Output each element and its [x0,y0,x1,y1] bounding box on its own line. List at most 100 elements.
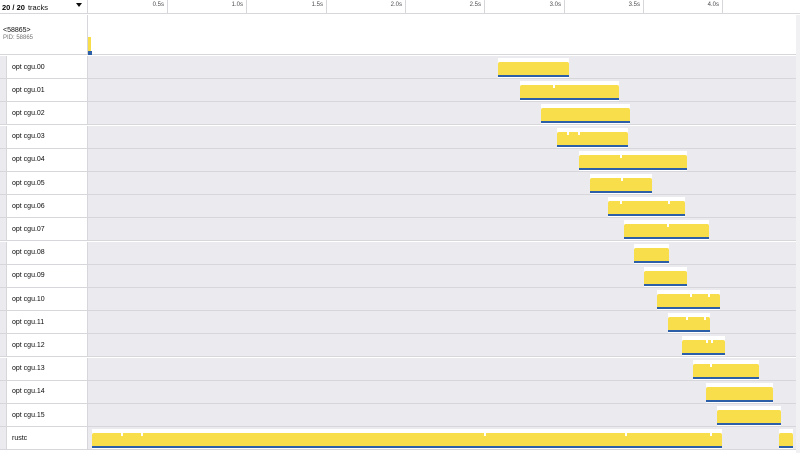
thread-track[interactable]: opt cgu.00 [0,56,800,79]
activity-baseline [498,75,569,77]
cpu-activity[interactable] [717,410,781,423]
track-count-button[interactable]: 20 / 20 tracks [0,0,88,14]
thread-track-label[interactable]: opt cgu.11 [6,311,88,334]
thread-track-label[interactable]: opt cgu.03 [6,125,88,148]
activity-gap [704,317,706,321]
thread-track[interactable]: opt cgu.12 [0,334,800,358]
cpu-activity[interactable] [579,154,687,168]
process-name: <58865> [3,27,31,34]
activity-gap [708,294,710,297]
thread-activity-graph[interactable] [88,404,800,426]
thread-track[interactable]: opt cgu.14 [0,380,800,404]
thread-track-label[interactable]: opt cgu.07 [6,218,88,241]
cpu-activity[interactable] [92,433,722,447]
thread-activity-graph[interactable] [88,381,800,403]
thread-activity-graph[interactable] [88,265,800,287]
activity-gap [690,294,692,297]
thread-activity-graph[interactable] [88,172,800,194]
thread-track[interactable]: opt cgu.05 [0,172,800,195]
thread-activity-graph[interactable] [88,358,800,380]
activity-gap [620,154,622,158]
thread-track-label[interactable]: opt cgu.05 [6,172,88,194]
activity-gap [484,433,486,437]
thread-track-label[interactable]: opt cgu.10 [6,288,88,310]
vertical-scrollbar[interactable] [796,15,800,453]
timeline-tick [167,0,168,14]
activity-gap [567,131,569,135]
cpu-activity[interactable] [624,224,709,238]
cpu-activity[interactable] [668,317,710,331]
timeline-tick-label: 0.5s [152,2,164,8]
activity-baseline [92,446,722,449]
thread-track-label[interactable]: opt cgu.02 [6,102,88,125]
thread-activity-graph[interactable] [88,311,800,334]
cpu-activity[interactable] [682,340,725,354]
thread-track-label[interactable]: opt cgu.13 [6,357,88,380]
thread-track[interactable]: opt cgu.03 [0,125,800,149]
process-activity-graph[interactable] [88,15,800,55]
thread-track[interactable]: opt cgu.09 [0,264,800,288]
thread-track-label[interactable]: opt cgu.04 [6,148,88,171]
timeline-tick-label: 1.0s [231,2,243,8]
thread-activity-graph[interactable] [88,218,800,241]
cpu-activity[interactable] [779,433,793,447]
activity-gap [553,85,555,89]
thread-activity-graph[interactable] [88,149,800,171]
thread-activity-graph[interactable] [88,288,800,310]
thread-track[interactable]: opt cgu.10 [0,288,800,311]
activity-gap [578,131,580,135]
cpu-activity[interactable] [498,62,569,75]
cpu-activity[interactable] [590,178,652,191]
thread-activity-graph[interactable] [88,126,800,148]
thread-track-label[interactable]: opt cgu.12 [6,334,88,357]
thread-track[interactable]: rustc [0,427,800,451]
thread-track[interactable]: opt cgu.07 [0,218,800,242]
activity-gap [141,433,143,437]
cpu-activity[interactable] [608,201,685,215]
cpu-activity[interactable] [644,270,687,284]
timeline-tick-label: 1.5s [311,2,323,8]
timeline-tick-label: 3.5s [628,2,640,8]
thread-track-label[interactable]: opt cgu.08 [6,241,88,264]
thread-activity-graph[interactable] [88,102,800,125]
thread-track[interactable]: opt cgu.02 [0,102,800,126]
timeline-tick [484,0,485,14]
thread-track[interactable]: opt cgu.06 [0,195,800,219]
thread-activity-graph[interactable] [88,242,800,264]
activity-gap [121,433,123,437]
track-count-value: 20 / 20 [2,2,25,12]
timeline-tick [564,0,565,14]
cpu-activity[interactable] [520,85,619,99]
thread-activity-graph[interactable] [88,427,800,450]
cpu-activity[interactable] [634,247,669,261]
thread-track[interactable]: opt cgu.13 [0,357,800,381]
activity-baseline [557,144,628,147]
thread-track-label[interactable]: opt cgu.01 [6,79,88,102]
thread-track[interactable]: opt cgu.08 [0,241,800,265]
cpu-activity[interactable] [557,131,628,145]
thread-activity-graph[interactable] [88,334,800,357]
thread-track-label[interactable]: opt cgu.15 [6,404,88,426]
thread-activity-graph[interactable] [88,56,800,78]
triangle-down-icon[interactable] [76,3,82,7]
cpu-activity[interactable] [693,363,759,377]
thread-track-label[interactable]: rustc [6,427,88,450]
process-track[interactable]: <58865> PID: 58865 [0,15,800,55]
timeline-tick-label: 2.0s [390,2,402,8]
thread-activity-graph[interactable] [88,195,800,218]
cpu-activity[interactable] [706,386,773,400]
thread-track[interactable]: opt cgu.04 [0,148,800,172]
thread-track-label[interactable]: opt cgu.09 [6,264,88,287]
thread-track-label[interactable]: opt cgu.00 [6,56,88,78]
thread-track-label[interactable]: opt cgu.06 [6,195,88,218]
thread-track[interactable]: opt cgu.11 [0,311,800,335]
activity-gap [706,340,708,344]
thread-track[interactable]: opt cgu.15 [0,404,800,427]
thread-track-label[interactable]: opt cgu.14 [6,380,88,403]
cpu-activity[interactable] [657,294,720,307]
process-label[interactable]: <58865> PID: 58865 [0,15,88,55]
activity-baseline [590,191,652,193]
cpu-activity[interactable] [541,108,630,122]
thread-track[interactable]: opt cgu.01 [0,79,800,103]
thread-activity-graph[interactable] [88,79,800,102]
